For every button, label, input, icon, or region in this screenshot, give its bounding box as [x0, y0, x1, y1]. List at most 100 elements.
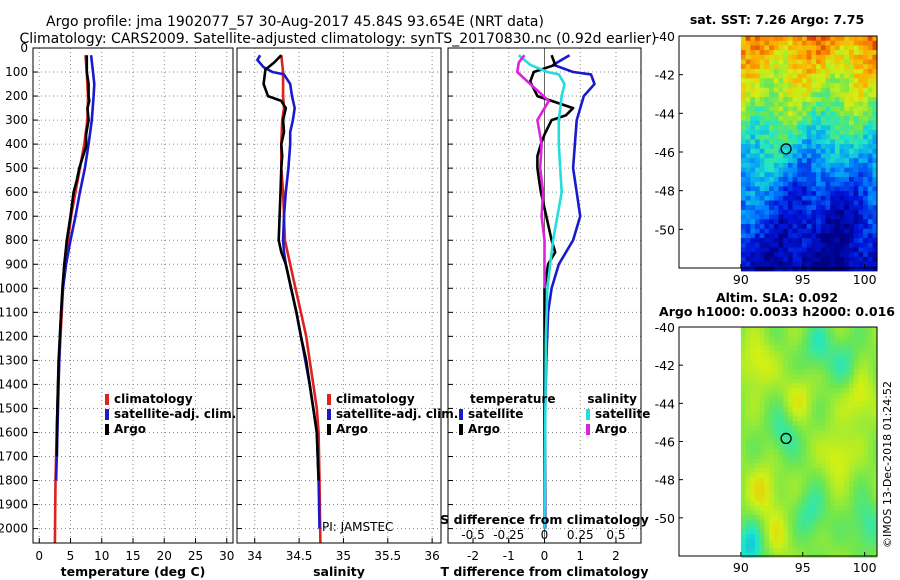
sla_map-cell: [759, 439, 765, 445]
sla_map-cell: [740, 411, 746, 417]
sla_map-cell: [759, 472, 765, 478]
sla_map-cell: [849, 425, 855, 431]
sst_map-cell: [839, 40, 845, 46]
sla_map-cell: [830, 374, 836, 380]
sla_map-cell: [806, 364, 812, 370]
sla_map-cell: [783, 369, 789, 375]
sla_map-cell: [773, 439, 779, 445]
sst_map-cell: [759, 36, 765, 42]
sst_map-ytick-label: -40: [655, 29, 675, 44]
sla_map-cell: [769, 515, 775, 521]
sst_map-cell: [834, 209, 840, 215]
sst_map-cell: [755, 134, 761, 140]
sla_map-cell: [764, 515, 770, 521]
sla_map-cell: [740, 364, 746, 370]
sst_map-cell: [792, 40, 798, 46]
sst_map-cell: [740, 87, 746, 93]
sst_map-cell: [759, 101, 765, 107]
sla_map-cell: [867, 458, 873, 464]
sst_map-cell: [750, 115, 756, 121]
sst_map-cell: [863, 50, 869, 56]
sla_map-cell: [806, 529, 812, 535]
sla_map-cell: [820, 444, 826, 450]
sst_map-cell: [783, 195, 789, 201]
sst_map-cell: [759, 233, 765, 239]
sst_map-cell: [778, 158, 784, 164]
sst_map-cell: [863, 106, 869, 112]
sst_map-cell: [834, 261, 840, 267]
sla_map-cell: [778, 453, 784, 459]
difference-xtick-label: -2: [467, 549, 479, 563]
sst_map-cell: [764, 214, 770, 220]
sla_map-cell: [787, 477, 793, 483]
sst_map-cell: [778, 242, 784, 248]
sla_map-cell: [858, 331, 864, 337]
sst_map-cell: [830, 40, 836, 46]
sst_map-cell: [830, 92, 836, 98]
sla_map-cell: [750, 383, 756, 389]
figure-title-line2: Climatology: CARS2009. Satellite-adjuste…: [19, 31, 656, 47]
sla_map-cell: [802, 472, 808, 478]
sst_map-cell: [740, 266, 746, 272]
sla_map-cell: [811, 482, 817, 488]
sla_map-cell: [830, 552, 836, 558]
sla_map-cell: [820, 486, 826, 492]
sst_map-cell: [797, 64, 803, 70]
sst_map-cell: [778, 111, 784, 117]
sla_map-cell: [811, 468, 817, 474]
sst_map-cell: [778, 153, 784, 159]
sla_map-cell: [773, 519, 779, 525]
sst_map-cell: [806, 54, 812, 60]
sst_map-cell: [797, 120, 803, 126]
sla_map-cell: [811, 547, 817, 553]
sla_map-cell: [816, 449, 822, 455]
sst_map-cell: [778, 191, 784, 197]
sst_map-cell: [844, 97, 850, 103]
sla_map-cell: [820, 392, 826, 398]
sst_map-cell: [806, 191, 812, 197]
sla_map-cell: [872, 524, 878, 530]
sst_map-cell: [825, 106, 831, 112]
sst_map-cell: [740, 167, 746, 173]
sst_map-cell: [764, 92, 770, 98]
sst_map-cell: [755, 139, 761, 145]
sst_map-cell: [830, 111, 836, 117]
sst_map-cell: [755, 120, 761, 126]
sst_map-cell: [806, 148, 812, 154]
sst_map-cell: [849, 177, 855, 183]
sla_map-cell: [867, 463, 873, 469]
sla_map-cell: [806, 505, 812, 511]
sla_map-cell: [816, 533, 822, 539]
sla_map-cell: [750, 425, 756, 431]
sla_map-cell: [745, 374, 751, 380]
temperature-legend-label: Argo: [114, 422, 146, 436]
sst_map-cell: [849, 106, 855, 112]
sst_map-cell: [783, 111, 789, 117]
sst_map-cell: [783, 68, 789, 74]
sla_map-cell: [792, 543, 798, 549]
sst_map-cell: [769, 148, 775, 154]
sla_map-cell: [792, 374, 798, 380]
sla_map-cell: [750, 388, 756, 394]
sla_map-cell: [764, 468, 770, 474]
sla_map-cell: [778, 444, 784, 450]
sst_map-cell: [745, 92, 751, 98]
sla_map-cell: [816, 524, 822, 530]
sla_map-cell: [773, 482, 779, 488]
sla_map-cell: [830, 364, 836, 370]
sla_map-cell: [844, 392, 850, 398]
salinity-series-satellite-adj-clim-: [256, 54, 321, 529]
sst_map-cell: [872, 78, 878, 84]
sla_map-cell: [745, 327, 751, 333]
sla_map-cell: [783, 421, 789, 427]
sla_map-cell: [797, 369, 803, 375]
sst_map-cell: [858, 148, 864, 154]
sst_map-cell: [745, 130, 751, 136]
sla_map-cell: [844, 374, 850, 380]
sla_map-cell: [820, 359, 826, 365]
sla_map-cell: [745, 444, 751, 450]
sla_map-cell: [745, 355, 751, 361]
sla_map-cell: [787, 519, 793, 525]
sla_map-cell: [834, 529, 840, 535]
sla_map-cell: [872, 468, 878, 474]
